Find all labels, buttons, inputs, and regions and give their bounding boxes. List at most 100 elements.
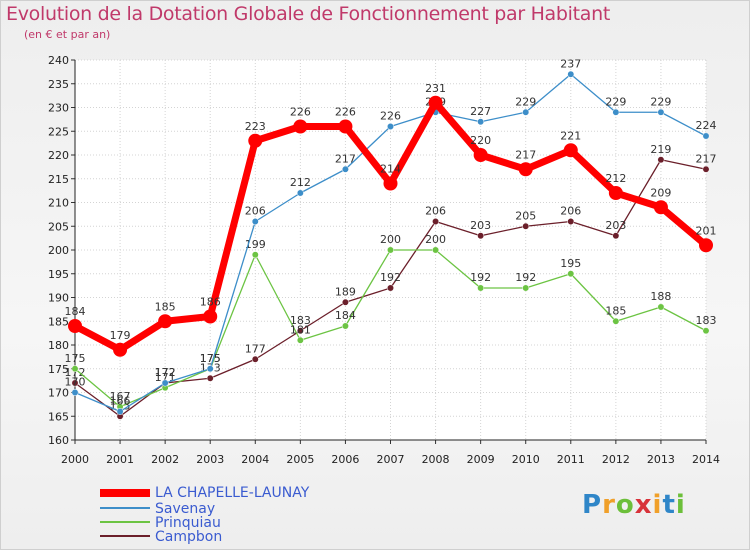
- legend-label-prinquiau: Prinquiau: [155, 515, 221, 531]
- point-savenay: [657, 108, 665, 116]
- point-campbon: [206, 374, 214, 382]
- data-label-campbon: 183: [290, 314, 311, 327]
- data-label-la-chapelle-launay: 212: [605, 172, 626, 185]
- logo-letter: i: [652, 490, 663, 520]
- y-tick-label: 175: [48, 363, 69, 376]
- point-la-chapelle-launay: [203, 309, 218, 324]
- x-tick-label: 2000: [61, 453, 89, 466]
- point-prinquiau: [657, 303, 665, 311]
- data-label-prinquiau: 199: [245, 238, 266, 251]
- y-tick-label: 195: [48, 268, 69, 281]
- point-prinquiau: [567, 270, 575, 278]
- point-campbon: [341, 298, 349, 306]
- x-tick-label: 2012: [602, 453, 630, 466]
- y-tick-label: 190: [48, 292, 69, 305]
- data-label-campbon: 172: [65, 366, 86, 379]
- point-campbon: [522, 222, 530, 230]
- data-label-la-chapelle-launay: 217: [515, 148, 536, 161]
- y-tick-label: 180: [48, 339, 69, 352]
- point-la-chapelle-launay: [248, 133, 263, 148]
- x-tick-label: 2007: [377, 453, 405, 466]
- point-savenay: [612, 108, 620, 116]
- data-label-campbon: 206: [560, 205, 581, 218]
- data-label-la-chapelle-launay: 226: [335, 106, 356, 119]
- point-la-chapelle-launay: [563, 143, 578, 158]
- data-label-savenay: 217: [335, 152, 356, 165]
- x-tick-label: 2008: [422, 453, 450, 466]
- point-prinquiau: [522, 284, 530, 292]
- logo-letter: t: [662, 490, 676, 520]
- data-label-campbon: 203: [605, 219, 626, 232]
- x-tick-label: 2010: [512, 453, 540, 466]
- data-label-campbon: 217: [696, 152, 717, 165]
- y-tick-label: 240: [48, 54, 69, 67]
- y-tick-label: 205: [48, 220, 69, 233]
- point-campbon: [477, 232, 485, 240]
- axes: 1601651701751801851901952002052102152202…: [48, 54, 720, 466]
- data-label-prinquiau: 184: [335, 309, 356, 322]
- data-label-la-chapelle-launay: 184: [65, 305, 86, 318]
- point-savenay: [206, 365, 214, 373]
- data-label-la-chapelle-launay: 201: [696, 224, 717, 237]
- legend-label-savenay: Savenay: [155, 501, 216, 517]
- chart-subtitle: (en € et par an): [24, 28, 111, 41]
- logo-letter: P: [582, 490, 603, 520]
- point-campbon: [432, 218, 440, 225]
- point-la-chapelle-launay: [293, 119, 308, 134]
- x-tick-label: 2009: [467, 453, 495, 466]
- y-tick-label: 225: [48, 125, 69, 138]
- x-tick-label: 2011: [557, 453, 585, 466]
- y-tick-label: 170: [48, 387, 69, 400]
- data-label-prinquiau: 188: [650, 290, 671, 303]
- data-label-prinquiau: 171: [155, 371, 176, 384]
- data-label-la-chapelle-launay: 231: [425, 82, 446, 95]
- point-prinquiau: [702, 327, 710, 335]
- point-prinquiau: [296, 336, 304, 344]
- data-label-savenay: 166: [110, 395, 131, 408]
- data-label-campbon: 192: [380, 271, 401, 284]
- x-tick-label: 2002: [151, 453, 179, 466]
- y-tick-label: 230: [48, 102, 69, 115]
- data-label-prinquiau: 183: [696, 314, 717, 327]
- y-tick-label: 220: [48, 149, 69, 162]
- point-savenay: [251, 218, 259, 225]
- data-label-la-chapelle-launay: 186: [200, 296, 221, 309]
- data-label-savenay: 229: [650, 95, 671, 108]
- legend-swatches: [100, 489, 150, 537]
- point-savenay: [161, 379, 169, 387]
- data-label-la-chapelle-launay: 221: [560, 129, 581, 142]
- point-savenay: [387, 123, 394, 130]
- point-savenay: [71, 389, 79, 396]
- y-tick-label: 235: [48, 78, 69, 91]
- series-lines: 1721651721731771831891922062032052062032…: [65, 57, 717, 420]
- point-la-chapelle-launay: [428, 95, 443, 110]
- data-label-campbon: 206: [425, 205, 446, 218]
- data-label-la-chapelle-launay: 185: [155, 300, 176, 313]
- data-label-la-chapelle-launay: 179: [110, 329, 131, 342]
- data-label-prinquiau: 192: [515, 271, 536, 284]
- data-label-la-chapelle-launay: 214: [380, 163, 401, 176]
- point-prinquiau: [387, 246, 394, 254]
- legend-label-la-chapelle-launay: LA CHAPELLE-LAUNAY: [155, 485, 310, 501]
- data-label-campbon: 205: [515, 209, 536, 222]
- point-la-chapelle-launay: [653, 200, 668, 215]
- x-tick-label: 2004: [241, 453, 269, 466]
- point-la-chapelle-launay: [113, 342, 128, 357]
- data-label-prinquiau: 200: [425, 233, 446, 246]
- point-la-chapelle-launay: [383, 176, 398, 191]
- point-savenay: [341, 165, 349, 173]
- point-la-chapelle-launay: [699, 238, 713, 253]
- proxiti-logo: Proxiti: [582, 490, 686, 520]
- point-savenay: [116, 408, 124, 415]
- point-savenay: [296, 189, 304, 197]
- point-campbon: [702, 165, 710, 173]
- point-campbon: [251, 355, 259, 363]
- data-label-savenay: 229: [515, 95, 536, 108]
- data-label-savenay: 175: [200, 352, 221, 365]
- data-label-savenay: 229: [605, 95, 626, 108]
- point-campbon: [657, 156, 665, 164]
- data-label-savenay: 206: [245, 205, 266, 218]
- point-prinquiau: [432, 246, 440, 254]
- logo-letter: o: [615, 490, 635, 520]
- x-tick-label: 2006: [331, 453, 359, 466]
